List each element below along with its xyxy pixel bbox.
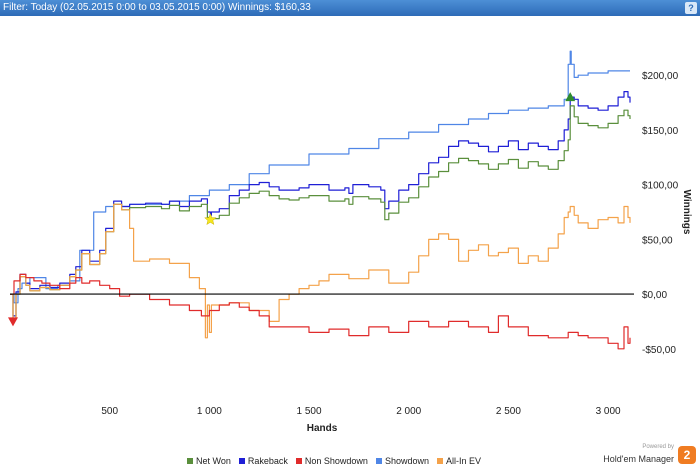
x-tick-label: 1 000 <box>197 406 222 417</box>
legend-swatch <box>187 458 193 464</box>
legend-item-rakeback[interactable]: Rakeback <box>238 455 288 467</box>
legend-swatch <box>295 458 302 464</box>
x-tick-label: 3 000 <box>596 406 621 417</box>
x-tick-label: 2 000 <box>396 406 421 417</box>
y-tick-label: $200,00 <box>642 71 679 82</box>
x-tick-label: 2 500 <box>496 406 521 417</box>
legend-label: Rakeback <box>247 456 288 466</box>
brand-name: Hold'em Manager <box>603 454 674 464</box>
legend-swatch <box>375 458 382 464</box>
star-marker <box>204 213 217 226</box>
legend-label: All-In EV <box>445 456 481 466</box>
legend-item-non-showdown[interactable]: Non Showdown <box>295 455 368 467</box>
y-tick-label: $50,00 <box>642 235 673 246</box>
legend-label: Non Showdown <box>304 456 368 466</box>
y-tick-label: -$50,00 <box>642 345 676 356</box>
x-axis-ticks: 500 1 000 1 500 2 000 2 500 3 000 <box>101 406 621 417</box>
help-button[interactable]: ? <box>685 2 697 14</box>
y-axis-ticks: -$50,00 $0,00 $50,00 $100,00 $150,00 $200,00 <box>642 71 679 356</box>
filter-bar: Filter: Today (02.05.2015 0:00 to 03.05.… <box>0 0 700 16</box>
legend-item-net-won[interactable]: Net Won <box>187 455 231 467</box>
x-tick-label: 1 500 <box>297 406 322 417</box>
brand-badge: Powered by Hold'em Manager 2 <box>603 444 698 468</box>
peak-marker-triangle <box>565 92 576 102</box>
hem2-logo-icon: 2 <box>678 446 696 464</box>
y-axis-title: Winnings <box>681 190 692 235</box>
y-tick-label: $0,00 <box>642 290 667 301</box>
y-axis-title-text: Winnings <box>681 190 692 235</box>
x-tick-label: 500 <box>101 406 118 417</box>
y-tick-label: $150,00 <box>642 126 679 137</box>
series-line-all-in-ev <box>10 203 631 339</box>
start-marker-triangle <box>7 317 18 327</box>
filter-text: Filter: Today (02.05.2015 0:00 to 03.05.… <box>3 2 311 13</box>
x-axis-title-text: Hands <box>307 423 338 434</box>
legend-label: Showdown <box>384 456 429 466</box>
legend-item-showdown[interactable]: Showdown <box>375 455 429 467</box>
legend-label: Net Won <box>196 456 231 466</box>
y-tick-label: $100,00 <box>642 181 679 192</box>
legend-swatch <box>436 458 443 464</box>
powered-by-label: Powered by <box>642 444 674 450</box>
series-line-non-showdown <box>10 273 631 350</box>
legend-swatch <box>238 458 245 464</box>
marker-layer <box>7 92 576 327</box>
series-line-showdown <box>10 50 630 304</box>
x-axis-title: Hands <box>307 423 338 434</box>
chart-legend: Net Won Rakeback Non Showdown Showdown All-I… <box>187 455 481 467</box>
winnings-chart: Winnings Hands 500 1 000 1 500 2 000 2 500 3 … <box>7 50 692 434</box>
legend-item-all-in-ev[interactable]: All-In EV <box>436 455 481 467</box>
series-layer <box>10 50 631 350</box>
series-line-rakeback <box>10 91 631 317</box>
